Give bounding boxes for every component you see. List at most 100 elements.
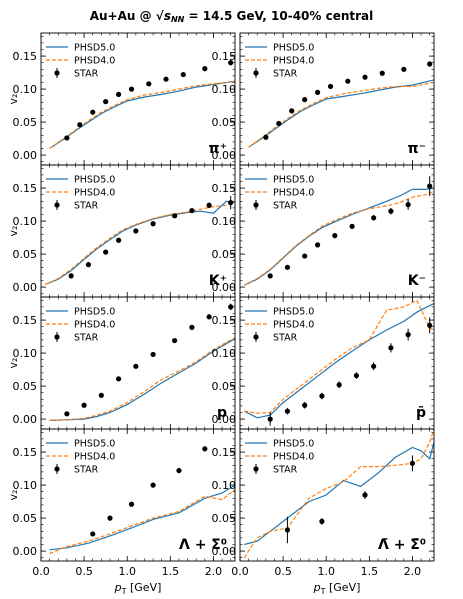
star-point [379, 70, 385, 76]
star-point [176, 467, 182, 474]
star-point [388, 208, 394, 214]
panel-label: π⁻ [408, 141, 426, 157]
star-point [150, 221, 156, 227]
y-tick-label: 0.05 [13, 248, 38, 261]
star-point [77, 122, 83, 128]
star-point [146, 81, 152, 87]
y-tick-label: 0.05 [13, 116, 38, 129]
legend-swatch-star [54, 334, 60, 340]
y-tick-label: 0.05 [212, 248, 237, 261]
legend-label-star: STAR [273, 201, 298, 212]
y-tick-label: 0.15 [13, 50, 38, 63]
phsd4-line [49, 81, 235, 149]
star-point [345, 78, 351, 84]
figure-title: Au+Au @ √sNN = 14.5 GeV, 10-40% central [89, 9, 374, 24]
star-point [98, 392, 104, 398]
y-tick-label: 0.15 [13, 446, 38, 459]
phsd5-line [45, 200, 235, 286]
panel-3: 0.00 0.05 0.10 0.15 PHSD5.0 PHSD4.0 STAR K⁺ v₂ [7, 164, 236, 298]
legend-label-phsd4: PHSD4.0 [273, 188, 314, 199]
star-point [116, 91, 122, 97]
y-tick-label: 0.15 [212, 50, 237, 63]
star-point [401, 66, 407, 72]
panel-6: 0.00 0.05 0.10 0.15 PHSD5.0 PHSD4.0 STAR p̄ [212, 296, 435, 430]
star-point [263, 134, 269, 140]
panel-7: 0.00 0.05 0.10 0.15 0.0 0.5 1.0 1.5 2.0 PHSD5.0 PH… [7, 428, 236, 596]
legend-label-phsd5: PHSD5.0 [74, 43, 115, 54]
y-tick-label: 0.00 [212, 545, 237, 558]
star-point [336, 382, 342, 388]
legend-label-phsd4: PHSD4.0 [273, 56, 314, 67]
y-tick-label: 0.15 [13, 182, 38, 195]
star-point [206, 202, 212, 208]
star-point [172, 337, 178, 344]
legend-label-star: STAR [74, 333, 99, 344]
star-point [64, 135, 70, 141]
x-tick-label: 1.5 [162, 565, 180, 578]
series-group [244, 299, 434, 426]
x-tick-label: 1.0 [118, 565, 136, 578]
star-point [116, 376, 122, 382]
x-tick-label: 0.0 [231, 565, 249, 578]
star-point [405, 332, 411, 338]
legend-swatch-star [253, 466, 259, 472]
star-point [327, 83, 334, 90]
phsd5-line [248, 79, 434, 148]
star-point [128, 86, 135, 92]
x-tick-label: 1.5 [361, 565, 379, 578]
panel-label: K⁺ [209, 273, 227, 289]
y-tick-label: 0.15 [13, 314, 38, 327]
legend-swatch-star [253, 334, 259, 340]
series-group [49, 60, 235, 150]
panel-frame [239, 296, 435, 430]
y-axis-label: v₂ [7, 226, 20, 237]
star-point [150, 482, 156, 488]
panel-8: 0.00 0.05 0.10 0.15 0.0 0.5 1.0 1.5 2.0 PHSD5.0 PH… [212, 428, 435, 596]
x-axis-label: pT [GeV] [313, 581, 361, 596]
star-point [228, 200, 234, 206]
star-point [427, 322, 433, 328]
y-tick-label: 0.05 [212, 512, 237, 525]
star-point [284, 264, 291, 270]
star-point [427, 61, 433, 67]
y-tick-label: 0.10 [13, 83, 38, 96]
panel-5: 0.00 0.05 0.10 0.15 PHSD5.0 PHSD4.0 STAR p v₂ [7, 296, 236, 430]
series-group [243, 429, 434, 559]
legend-label-star: STAR [273, 69, 298, 80]
y-tick-label: 0.10 [212, 83, 237, 96]
star-point [189, 207, 195, 214]
y-tick-label: 0.05 [13, 512, 38, 525]
star-point [103, 99, 109, 105]
series-group [248, 61, 434, 148]
x-tick-label: 0.5 [75, 565, 93, 578]
star-point [128, 501, 135, 507]
y-tick-label: 0.05 [13, 380, 38, 393]
y-tick-label: 0.05 [212, 116, 237, 129]
series-group [49, 446, 235, 555]
star-point [202, 66, 208, 72]
star-point [284, 408, 291, 414]
legend-swatch-star [54, 466, 60, 472]
y-tick-label: 0.00 [212, 281, 237, 294]
phsd4-line [243, 429, 434, 559]
phsd5-line [244, 442, 434, 546]
star-point [302, 97, 308, 103]
phsd4-line [45, 200, 235, 286]
legend-label-phsd4: PHSD4.0 [74, 452, 115, 463]
legend-label-star: STAR [273, 333, 298, 344]
panel-label: p [217, 405, 227, 421]
phsd4-line [49, 337, 235, 421]
x-axis-label: pT [GeV] [114, 581, 162, 596]
star-point [172, 213, 178, 219]
star-point [228, 304, 234, 310]
legend-label-phsd4: PHSD4.0 [273, 452, 314, 463]
y-tick-label: 0.10 [212, 347, 237, 360]
star-point [107, 515, 113, 521]
star-point [319, 518, 325, 525]
legend-label-phsd5: PHSD5.0 [273, 439, 314, 450]
phsd4-line [244, 190, 434, 286]
legend-label-star: STAR [74, 465, 99, 476]
legend-label-phsd4: PHSD4.0 [74, 320, 115, 331]
star-point [85, 262, 92, 268]
legend-label-phsd4: PHSD4.0 [74, 56, 115, 67]
